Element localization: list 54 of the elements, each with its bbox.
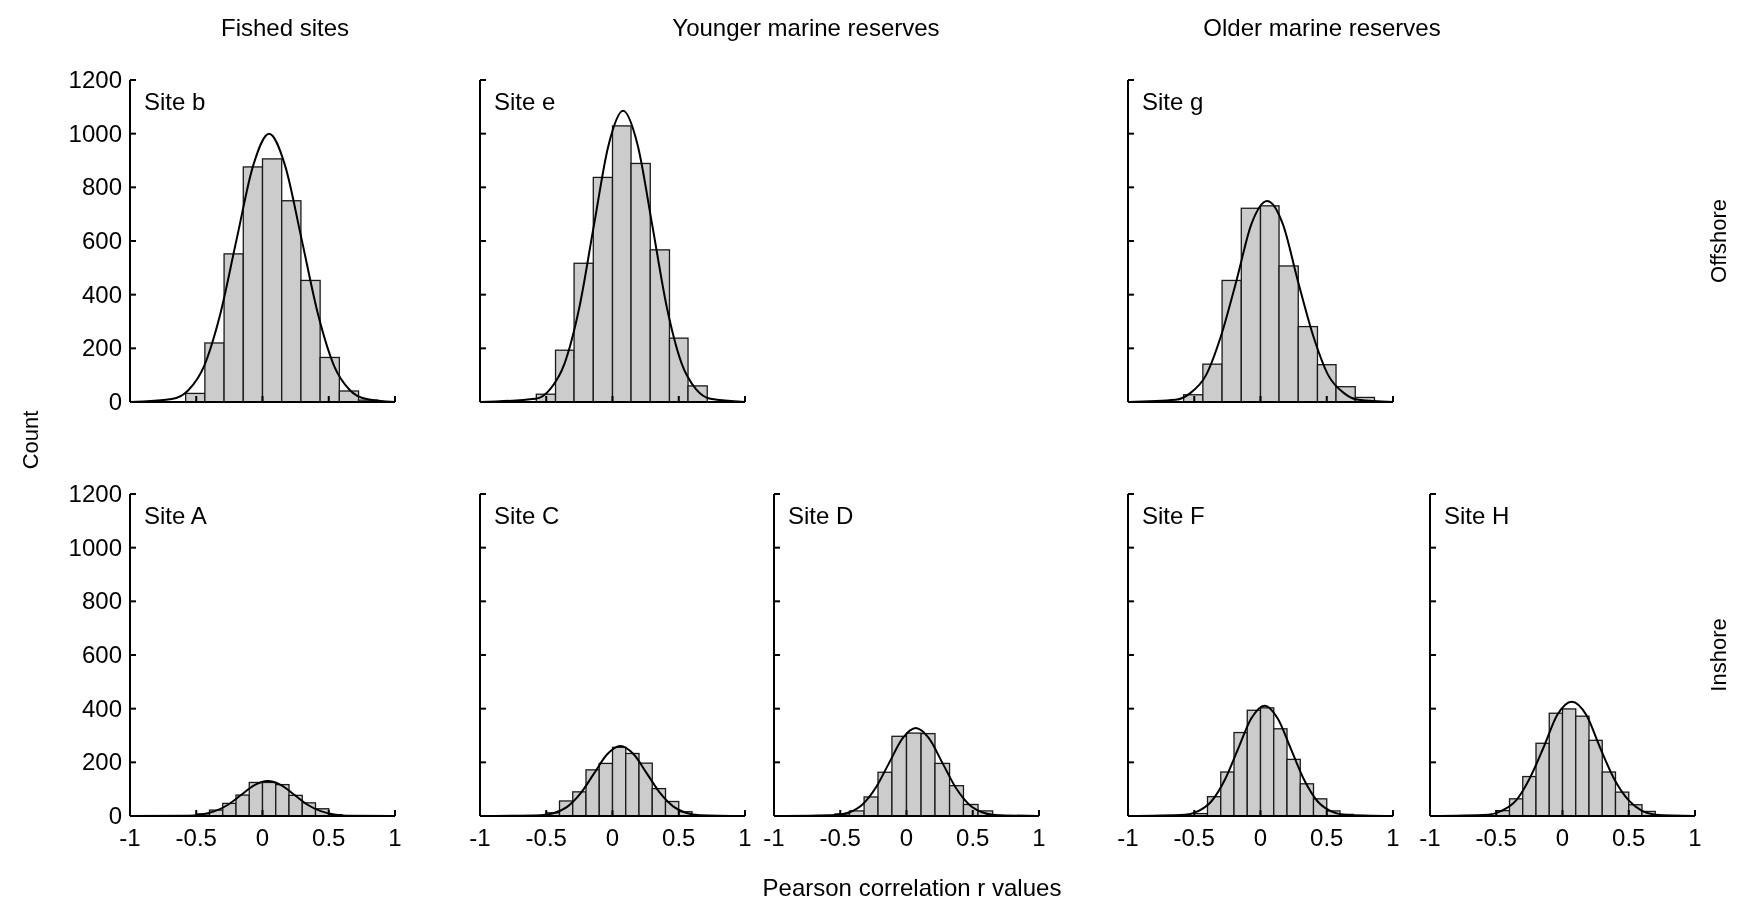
y-tick-label: 0 bbox=[108, 802, 122, 829]
x-tick-label: 0.5 bbox=[1612, 824, 1646, 851]
annotation: Site F bbox=[1142, 502, 1205, 529]
annotation: Site e bbox=[494, 88, 556, 115]
x-tick-label: -0.5 bbox=[819, 824, 861, 851]
annotation: Site g bbox=[1142, 88, 1204, 115]
y-tick-label: 600 bbox=[81, 227, 122, 254]
y2-axis-title: Offshore bbox=[1706, 199, 1731, 283]
x-tick-label: 1 bbox=[1688, 824, 1702, 851]
annotation: Site H bbox=[1444, 502, 1510, 529]
x-tick-label: -1 bbox=[1419, 824, 1441, 851]
y-tick-label: 400 bbox=[81, 694, 122, 722]
x-tick-label: -0.5 bbox=[1173, 824, 1215, 851]
y2-axis-title: Inshore bbox=[1706, 618, 1731, 692]
text: Younger marine reserves bbox=[672, 14, 940, 41]
annotation: Site C bbox=[494, 502, 560, 529]
x-tick-label: 1 bbox=[388, 824, 402, 851]
x-tick-label: 0 bbox=[605, 824, 620, 851]
x-tick-label: 0.5 bbox=[662, 824, 696, 851]
x-tick-label: -1 bbox=[1117, 824, 1139, 851]
y-tick-label: 400 bbox=[81, 280, 122, 308]
x-tick-label: 0 bbox=[255, 824, 270, 851]
annotation: Site A bbox=[144, 502, 207, 529]
x-tick-label: 1 bbox=[738, 824, 752, 851]
y-tick-label: 0 bbox=[108, 388, 122, 415]
y-tick-label: 200 bbox=[81, 334, 122, 362]
x-tick-label: 1 bbox=[1032, 824, 1046, 851]
y-tick-label: 1200 bbox=[68, 480, 122, 507]
x-tick-label: -1 bbox=[763, 824, 785, 851]
annotation: Site D bbox=[788, 502, 854, 529]
chart-title: Older marine reserves bbox=[1203, 14, 1441, 41]
x-tick-label: -0.5 bbox=[525, 824, 567, 851]
y-tick-label: 800 bbox=[81, 173, 122, 201]
x-tick-label: 0 bbox=[1253, 824, 1268, 851]
x-tick-label: 0 bbox=[1555, 824, 1570, 851]
y-tick-label: 1000 bbox=[68, 119, 122, 147]
annotation: Site b bbox=[144, 88, 206, 115]
y-tick-label: 600 bbox=[81, 641, 122, 668]
y-tick-label: 1000 bbox=[68, 533, 122, 561]
x-axis-title: Pearson correlation r values bbox=[762, 874, 1062, 901]
x-tick-label: 0 bbox=[899, 824, 914, 851]
x-tick-label: -0.5 bbox=[175, 824, 217, 851]
x-tick-label: -1 bbox=[119, 824, 141, 851]
x-tick-label: 0.5 bbox=[1310, 824, 1344, 851]
x-tick-label: 1 bbox=[1386, 824, 1400, 851]
y-axis-title: Count bbox=[18, 410, 43, 470]
chart-title: Fished sites bbox=[220, 14, 350, 41]
x-tick-label: 0.5 bbox=[312, 824, 346, 851]
y-tick-label: 800 bbox=[81, 587, 122, 615]
y-tick-label: 1200 bbox=[68, 66, 122, 93]
x-tick-label: 0.5 bbox=[956, 824, 990, 851]
x-tick-label: -1 bbox=[469, 824, 491, 851]
x-tick-label: -0.5 bbox=[1475, 824, 1517, 851]
y-tick-label: 200 bbox=[81, 748, 122, 776]
